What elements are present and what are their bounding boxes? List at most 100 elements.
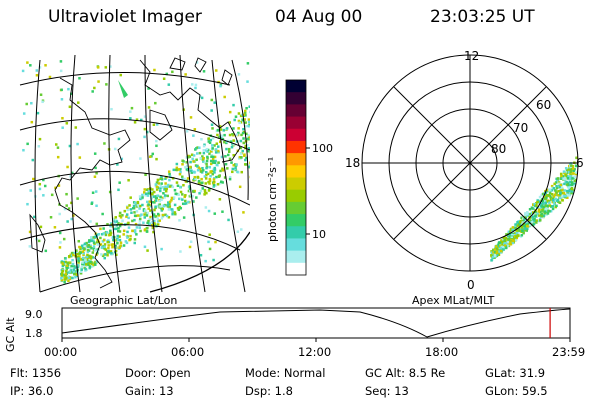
aurora-pixel [561,188,565,192]
aurora-pixel [146,221,149,225]
aurora-pixel [228,175,232,179]
aurora-pixel [577,186,578,189]
aurora-pixel [168,185,172,188]
aurora-pixel [129,208,133,211]
aurora-pixel [187,189,191,193]
aurora-pixel [146,211,149,215]
aurora-pixel [114,246,117,249]
aurora-pixel [141,203,144,207]
aurora-pixel [543,197,547,200]
aurora-pixel [26,142,29,146]
aurora-pixel [104,66,108,69]
aurora-pixel [110,243,113,246]
aurora-pixel [104,233,108,237]
aurora-pixel [522,217,525,220]
aurora-pixel [88,265,92,268]
aurora-pixel [148,218,151,221]
aurora-pixel [107,233,111,237]
aurora-pixel [86,255,89,258]
aurora-pixel [117,222,120,225]
aurora-pixel [244,144,247,148]
aurora-pixel [154,199,158,202]
aurora-pixel [114,249,118,253]
aurora-pixel [569,177,572,180]
aurora-pixel [89,257,93,260]
aurora-pixel [74,272,77,276]
aurora-pixel [126,230,129,234]
aurora-pixel [143,115,147,118]
aurora-pixel [508,237,512,240]
aurora-pixel [226,167,229,170]
aurora-pixel [228,177,232,181]
aurora-pixel [102,238,106,242]
aurora-pixel [63,207,67,211]
aurora-pixel [212,155,215,159]
lat-label: 70 [513,121,528,135]
aurora-pixel [72,253,75,257]
aurora-pixel [237,112,241,115]
aurora-pixel [225,127,229,130]
aurora-pixel [117,137,121,141]
aurora-pixel [157,214,161,217]
colorbar-tick: 10 [312,228,326,241]
aurora-pixel [118,230,122,233]
colorbar-band [286,189,306,203]
aurora-pixel [246,249,250,253]
aurora-pixel [559,191,562,195]
aurora-pixel [103,142,106,145]
aurora-pixel [100,246,104,250]
aurora-pixel [214,151,218,154]
aurora-pixel [181,198,184,201]
aurora-pixel [203,143,206,147]
aurora-pixel [240,133,243,137]
aurora-pixel [68,266,72,270]
aurora-pixel [492,248,495,252]
aurora-pixel [213,212,217,215]
aurora-pixel [184,180,188,183]
aurora-pixel [241,149,244,153]
aurora-pixel [88,254,91,258]
aurora-pixel [30,120,34,124]
aurora-pixel [149,209,152,212]
aurora-pixel [151,217,154,221]
aurora-pixel [231,133,234,136]
aurora-pixel [119,73,122,77]
aurora-pixel [106,223,109,226]
mlt-label: 18 [345,156,360,170]
aurora-pixel [521,229,524,233]
aurora-pixel [205,162,208,166]
aurora-pixel [551,207,555,211]
aurora-pixel [572,169,575,172]
aurora-pixel [78,156,82,159]
aurora-pixel [233,118,236,122]
aurora-pixel [247,120,250,124]
aurora-pixel [202,149,206,152]
aurora-pixel [199,157,202,160]
aurora-pixel [211,137,215,140]
aurora-pixel [526,211,529,214]
meridian-line [231,59,249,201]
aurora-pixel [555,186,559,190]
aurora-pixel [76,101,80,104]
aurora-pixel [504,236,508,240]
aurora-pixel [212,185,215,188]
aurora-pixel [201,187,205,190]
aurora-pixel [572,175,576,179]
aurora-pixel [88,266,91,270]
aurora-pixel [189,240,193,243]
aurora-pixel [65,122,69,125]
aurora-pixel [108,190,112,194]
aurora-pixel [229,140,233,143]
aurora-pixel [538,195,542,199]
aurora-pixel [563,177,566,181]
aurora-pixel [156,194,159,198]
aurora-pixel [184,166,187,169]
aurora-pixel [81,261,84,264]
aurora-pixel [554,181,558,184]
aurora-pixel [194,86,197,90]
aurora-pixel [59,241,62,244]
colorbar-band [286,238,306,252]
aurora-pixel [249,175,250,179]
aurora-pixel [524,228,528,232]
aurora-pixel [147,106,151,109]
